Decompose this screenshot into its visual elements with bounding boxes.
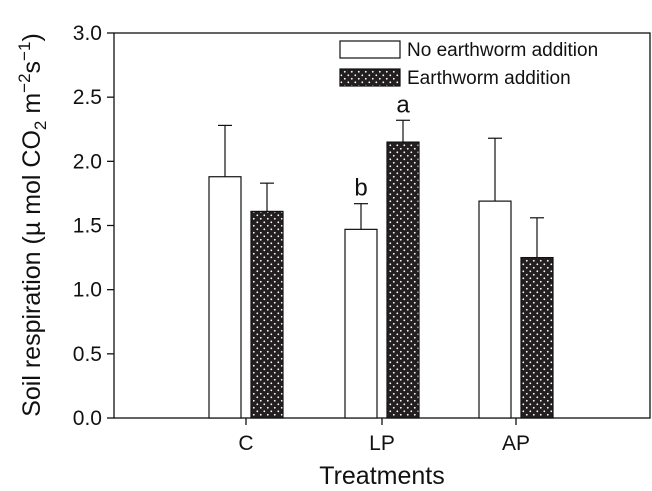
y-tick-label: 1.0 <box>73 279 102 302</box>
y-axis-title-part: m <box>18 93 46 121</box>
y-tick-label: 3.0 <box>73 22 102 45</box>
error-bars <box>218 119 544 258</box>
x-axis: C LP AP <box>238 418 530 455</box>
bar-c-no-earthworm <box>208 176 242 419</box>
y-axis-title-part: s <box>18 61 46 74</box>
y-tick-label: 2.5 <box>73 86 102 109</box>
legend-label-no-earthworm: No earthworm addition <box>407 40 598 61</box>
error-bar-c-earthworm <box>260 182 274 212</box>
legend-swatch-no-earthworm <box>339 40 401 59</box>
bar-lp-earthworm <box>386 141 420 419</box>
error-bar-lp-no-earthworm <box>354 203 368 230</box>
y-axis-title-part: −1 <box>15 42 34 61</box>
x-tick-label-ap: AP <box>502 432 530 455</box>
significance-letter: a <box>396 91 410 118</box>
significance-labels: ba <box>354 91 410 201</box>
y-tick-label: 0.0 <box>73 407 102 430</box>
y-tick-label: 2.0 <box>73 150 102 173</box>
bars <box>208 141 554 419</box>
error-bar-ap-no-earthworm <box>488 137 502 202</box>
legend-label-earthworm: Earthworm addition <box>407 68 571 89</box>
legend-swatch-earthworm <box>339 68 401 87</box>
x-tick-label-lp: LP <box>369 432 395 455</box>
plot-area <box>113 32 651 419</box>
significance-letter: b <box>354 175 367 202</box>
error-bar-ap-earthworm <box>530 217 544 258</box>
bar-ap-no-earthworm <box>478 200 512 419</box>
y-axis-title: Soil respiration (µ mol CO2 m−2s−1) <box>15 33 50 417</box>
legend: No earthworm addition Earthworm addition <box>339 40 598 89</box>
y-tick-label: 0.5 <box>73 343 102 366</box>
bar-c-earthworm <box>250 210 284 419</box>
y-axis-title-part: ) <box>18 33 46 41</box>
error-bar-c-no-earthworm <box>218 124 232 177</box>
y-axis-title-part: Soil respiration (µ mol CO <box>18 130 46 417</box>
bar-lp-no-earthworm <box>344 228 378 419</box>
y-axis-title-part: −2 <box>15 73 34 92</box>
x-tick-label-c: C <box>238 432 253 455</box>
y-tick-label: 1.5 <box>73 215 102 238</box>
y-axis-title-part: 2 <box>31 121 50 130</box>
x-axis-title: Treatments <box>319 462 445 490</box>
bar-ap-earthworm <box>520 256 554 419</box>
error-bar-lp-earthworm <box>396 119 410 143</box>
y-axis: 0.0 0.5 1.0 1.5 2.0 2.5 3.0 <box>73 22 114 430</box>
plot-frame <box>113 32 651 419</box>
